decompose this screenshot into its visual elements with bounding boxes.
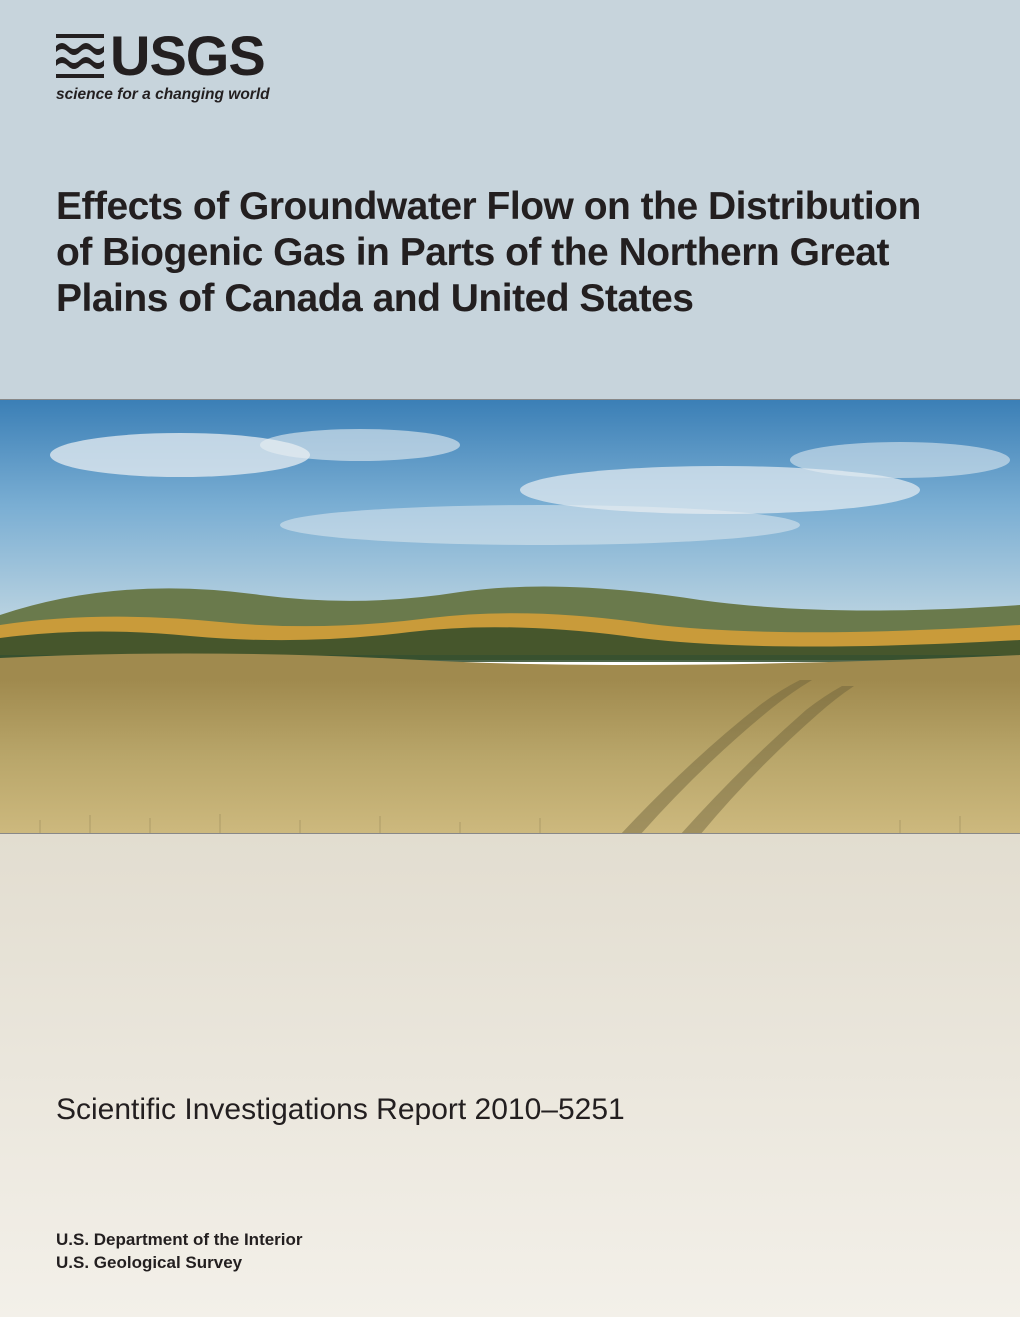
lower-region: Scientific Investigations Report 2010–52… — [0, 834, 1020, 1317]
page-root: USGS science for a changing world Effect… — [0, 0, 1020, 1317]
cover-photo — [0, 399, 1020, 834]
usgs-logo: USGS science for a changing world — [56, 28, 276, 104]
logo-top-row: USGS — [56, 28, 276, 84]
usgs-wave-icon — [56, 34, 104, 78]
dept-line-1: U.S. Department of the Interior — [56, 1229, 303, 1252]
dept-line-2: U.S. Geological Survey — [56, 1252, 303, 1275]
header-region: USGS science for a changing world Effect… — [0, 0, 1020, 399]
report-title: Effects of Groundwater Flow on the Distr… — [56, 184, 964, 322]
usgs-tagline: science for a changing world — [56, 86, 276, 104]
usgs-logo-text: USGS — [110, 28, 265, 84]
report-series-line: Scientific Investigations Report 2010–52… — [56, 1093, 625, 1127]
department-block: U.S. Department of the Interior U.S. Geo… — [56, 1229, 303, 1275]
